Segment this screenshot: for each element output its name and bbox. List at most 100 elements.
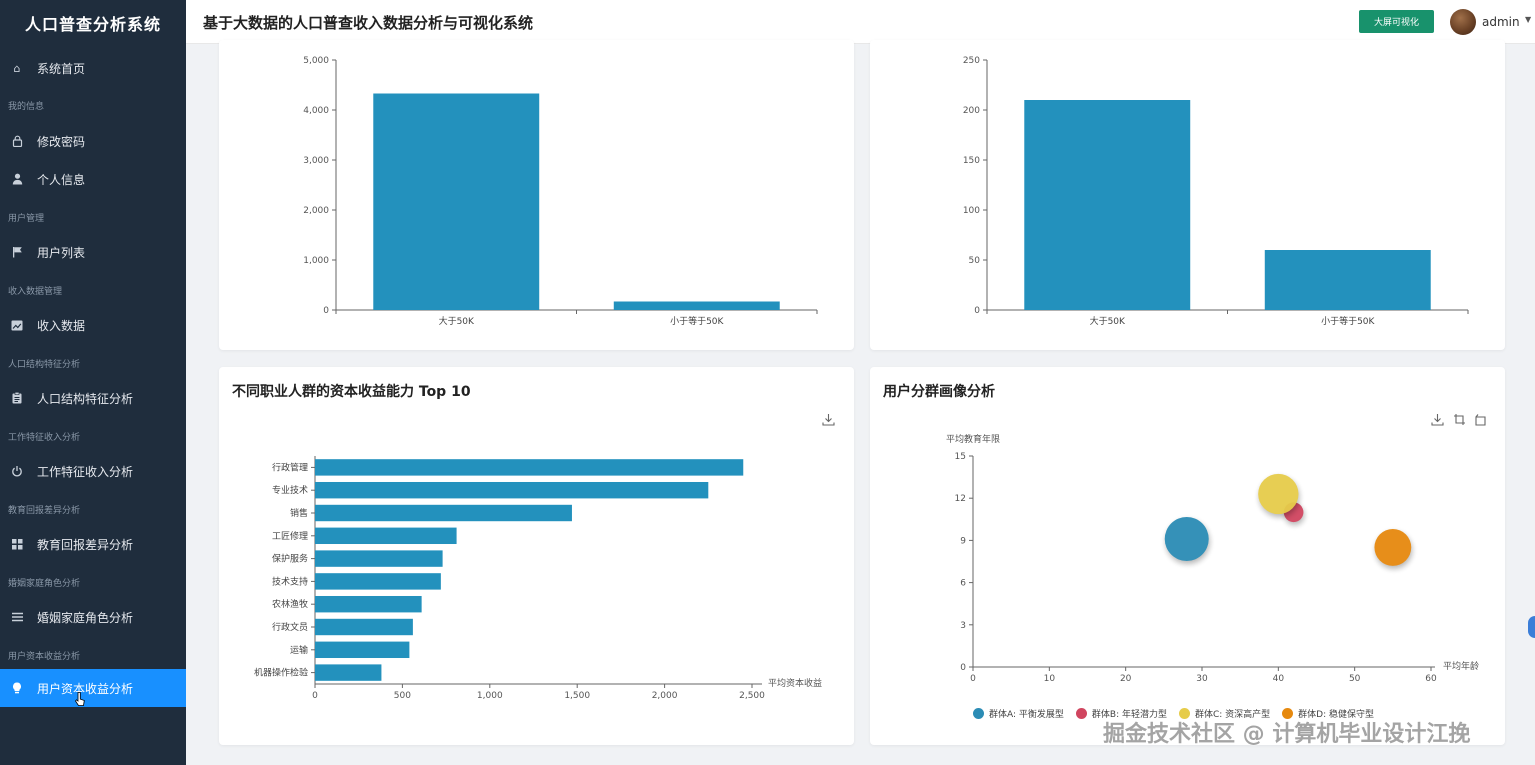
x-tick-label: 2,500 bbox=[739, 691, 765, 701]
sidebar-item-label: 教育回报差异分析 bbox=[37, 537, 134, 552]
card-income-count-2: 0 50 100 150 200 250 大于50K 小于等于50K bbox=[870, 40, 1505, 350]
data-point bbox=[1258, 473, 1299, 515]
bar-chart-income-count: 0 1,000 2,000 3,000 4,000 5,000 大于50K 小于等于50K bbox=[303, 56, 818, 327]
sidebar-item-label: 修改密码 bbox=[37, 134, 86, 149]
x-tick-label: 30 bbox=[1196, 674, 1208, 684]
bar bbox=[613, 301, 780, 310]
x-tick-label: 0 bbox=[970, 674, 976, 684]
y-tick-label: 2,000 bbox=[303, 206, 329, 216]
user-icon bbox=[10, 172, 24, 186]
x-axis-title: 平均资本收益 bbox=[768, 677, 822, 689]
legend-item[interactable]: 群体B: 年轻潜力型 bbox=[1075, 707, 1167, 720]
bar bbox=[315, 550, 443, 567]
watermark: 掘金技术社区 @ 计算机毕业设计江挽 bbox=[1103, 722, 1471, 747]
download-icon[interactable] bbox=[822, 413, 836, 427]
y-tick-label: 机器操作检验 bbox=[254, 667, 308, 679]
x-tick-label: 20 bbox=[1120, 674, 1132, 684]
avatar[interactable] bbox=[1450, 9, 1476, 35]
card-income-count: 0 1,000 2,000 3,000 4,000 5,000 大于50K 小于等于50K bbox=[219, 40, 854, 350]
sidebar-item-profile[interactable]: 个人信息 bbox=[0, 160, 186, 198]
mouse-cursor-icon bbox=[75, 692, 85, 706]
sidebar: 人口普查分析系统 ⌂ 系统首页 我的信息 修改密码 个人信息 用户管理 用户列表… bbox=[0, 0, 186, 765]
y-tick-label: 50 bbox=[969, 256, 981, 266]
y-tick-label: 农林渔牧 bbox=[272, 598, 308, 610]
list-icon bbox=[10, 610, 24, 624]
y-tick-label: 行政文员 bbox=[272, 621, 308, 633]
sidebar-item-population-analysis[interactable]: 人口结构特征分析 bbox=[0, 379, 186, 417]
y-tick-label: 4,000 bbox=[303, 106, 329, 116]
sidebar-item-label: 收入数据 bbox=[37, 318, 86, 333]
y-tick-label: 保护服务 bbox=[272, 553, 308, 565]
sidebar-item-label: 系统首页 bbox=[37, 61, 86, 76]
x-tick-label: 1,500 bbox=[564, 691, 590, 701]
clipboard-icon bbox=[10, 391, 24, 405]
y-tick-label: 150 bbox=[963, 156, 980, 166]
sidebar-group-population: 人口结构特征分析 bbox=[8, 360, 81, 370]
sidebar-item-income-data[interactable]: 收入数据 bbox=[0, 306, 186, 344]
bar bbox=[315, 504, 572, 522]
sidebar-group-work: 工作特征收入分析 bbox=[8, 433, 81, 443]
sidebar-item-education-analysis[interactable]: 教育回报差异分析 bbox=[0, 525, 186, 563]
user-name[interactable]: admin bbox=[1482, 15, 1520, 29]
y-tick-label: 1,000 bbox=[303, 256, 329, 266]
y-tick-label: 行政管理 bbox=[272, 461, 308, 473]
flag-icon bbox=[10, 245, 24, 259]
legend-label: 群体B: 年轻潜力型 bbox=[1091, 710, 1167, 720]
bar bbox=[1264, 250, 1431, 310]
x-tick-label: 60 bbox=[1425, 674, 1437, 684]
legend-item[interactable]: 群体D: 稳健保守型 bbox=[1282, 707, 1374, 720]
y-tick-label: 12 bbox=[955, 494, 966, 504]
sidebar-item-label: 工作特征收入分析 bbox=[37, 464, 134, 479]
sidebar-item-label: 婚姻家庭角色分析 bbox=[37, 610, 134, 625]
caret-down-icon[interactable]: ▼ bbox=[1525, 15, 1532, 24]
sidebar-group-education: 教育回报差异分析 bbox=[8, 506, 81, 516]
card-user-segments: 用户分群画像分析 平均教育年限 平均年龄 0 3 6 9 12 15 0 10 20 30 40 50 60… bbox=[870, 367, 1505, 745]
floating-tab[interactable] bbox=[1528, 616, 1535, 638]
x-tick-label: 1,000 bbox=[477, 691, 503, 701]
legend-item[interactable]: 群体C: 资深高产型 bbox=[1178, 707, 1270, 720]
data-point bbox=[1164, 516, 1209, 561]
bar bbox=[315, 595, 422, 613]
x-tick-label: 0 bbox=[312, 691, 318, 701]
y-axis-title: 平均教育年限 bbox=[946, 433, 1000, 445]
bar bbox=[315, 664, 382, 681]
sidebar-item-label: 用户列表 bbox=[37, 245, 86, 260]
sidebar-group-marriage: 婚姻家庭角色分析 bbox=[8, 579, 81, 589]
page-title: 基于大数据的人口普查收入数据分析与可视化系统 bbox=[203, 14, 534, 32]
x-tick-label: 小于等于50K bbox=[1321, 315, 1375, 327]
x-tick-label: 40 bbox=[1273, 674, 1285, 684]
legend-item[interactable]: 群体A: 平衡发展型 bbox=[973, 707, 1064, 720]
y-tick-label: 0 bbox=[323, 306, 329, 316]
bar bbox=[315, 459, 744, 476]
sidebar-item-work-analysis[interactable]: 工作特征收入分析 bbox=[0, 452, 186, 490]
chart-legend: 群体A: 平衡发展型 群体B: 年轻潜力型 群体C: 资深高产型 群体D: 稳健保守型 bbox=[973, 707, 1374, 720]
restore-icon[interactable] bbox=[1474, 413, 1488, 427]
sidebar-group-my: 我的信息 bbox=[8, 102, 45, 112]
sidebar-group-capital: 用户资本收益分析 bbox=[8, 652, 81, 662]
legend-marker bbox=[1075, 708, 1087, 719]
sidebar-item-capital-analysis[interactable]: 用户资本收益分析 bbox=[0, 669, 186, 707]
y-tick-label: 100 bbox=[963, 206, 980, 216]
download-icon[interactable] bbox=[1431, 413, 1445, 427]
x-tick-label: 大于50K bbox=[439, 315, 475, 327]
sidebar-item-marriage-analysis[interactable]: 婚姻家庭角色分析 bbox=[0, 598, 186, 636]
sidebar-item-change-password[interactable]: 修改密码 bbox=[0, 122, 186, 160]
data-zoom-icon[interactable] bbox=[1453, 413, 1467, 427]
bigscreen-button[interactable]: 大屏可视化 bbox=[1359, 10, 1434, 33]
sidebar-item-home[interactable]: ⌂ 系统首页 bbox=[0, 49, 186, 87]
legend-label: 群体D: 稳健保守型 bbox=[1298, 710, 1374, 720]
sidebar-item-user-list[interactable]: 用户列表 bbox=[0, 233, 186, 271]
card-title: 用户分群画像分析 bbox=[883, 384, 995, 400]
bar bbox=[315, 573, 441, 590]
y-tick-label: 9 bbox=[960, 536, 966, 546]
bar-chart-income-count-2: 0 50 100 150 200 250 大于50K 小于等于50K bbox=[963, 56, 1469, 327]
lock-icon bbox=[10, 134, 24, 148]
power-icon bbox=[10, 464, 24, 478]
home-icon: ⌂ bbox=[13, 61, 21, 75]
x-tick-label: 大于50K bbox=[1090, 315, 1126, 327]
card-title: 不同职业人群的资本收益能力 Top 10 bbox=[232, 384, 471, 400]
y-tick-label: 运输 bbox=[290, 644, 308, 656]
y-tick-label: 3 bbox=[960, 621, 966, 631]
